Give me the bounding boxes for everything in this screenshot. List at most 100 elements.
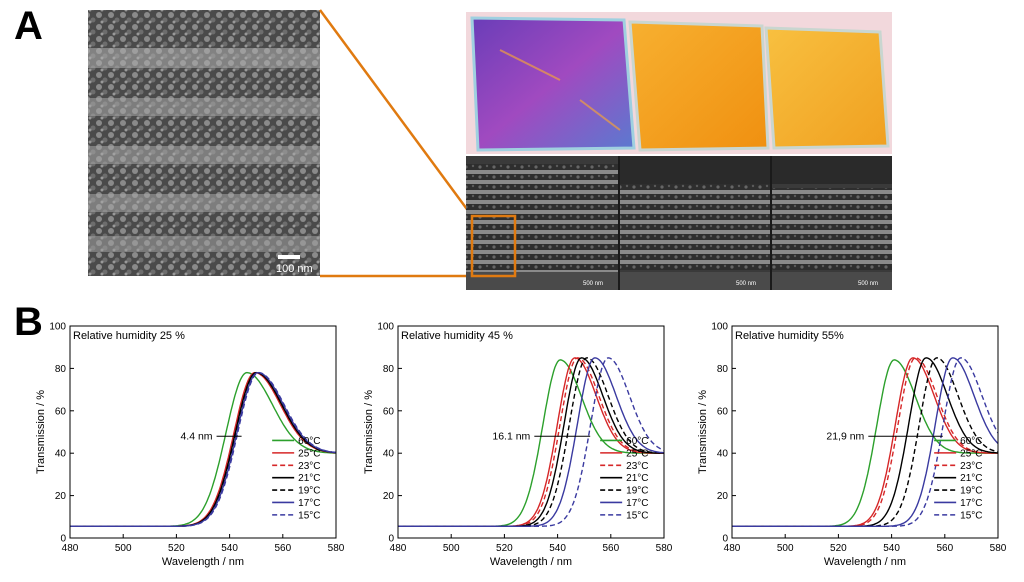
y-tick-label: 80 xyxy=(383,364,395,375)
y-axis-label: Transmission / % xyxy=(697,390,709,474)
sem-scale-label-2: 500 nm xyxy=(736,281,756,287)
film-sample-1 xyxy=(470,16,636,152)
shift-annotation: 16.1 nm xyxy=(492,431,530,443)
series-line-15c xyxy=(732,357,998,527)
series-line-23c xyxy=(732,357,998,527)
x-tick-label: 500 xyxy=(115,543,132,554)
x-axis-label: Wavelength / nm xyxy=(490,556,572,568)
legend-label: 19°C xyxy=(626,486,648,497)
legend-label: 21°C xyxy=(626,473,648,484)
legend-label: 15°C xyxy=(960,510,982,521)
y-tick-label: 20 xyxy=(55,491,67,502)
y-axis-label: Transmission / % xyxy=(35,390,47,474)
legend-label: 23°C xyxy=(626,461,648,472)
series-line-25c xyxy=(732,357,998,527)
series-line-25c xyxy=(70,371,336,527)
chart-rh25: 480 500 520 540 560 580 0 20 40 60 80 100 Wavelength… xyxy=(35,322,345,569)
series-line-17c xyxy=(732,357,998,527)
y-tick-label: 40 xyxy=(717,449,729,460)
sem-scale-bar xyxy=(278,255,300,259)
x-tick-label: 480 xyxy=(390,543,407,554)
x-tick-label: 500 xyxy=(443,543,460,554)
chart-rh55: 480 500 520 540 560 580 0 20 40 60 80 100 Wavelength… xyxy=(697,322,1007,569)
series-line-19c xyxy=(732,357,998,527)
x-tick-label: 580 xyxy=(990,543,1007,554)
y-tick-label: 40 xyxy=(55,449,67,460)
legend-label: 25°C xyxy=(960,448,982,459)
x-tick-label: 540 xyxy=(221,543,238,554)
y-axis-label: Transmission / % xyxy=(363,390,375,474)
legend-label: 19°C xyxy=(960,486,982,497)
sem-zoom-image: 100 nm xyxy=(88,10,320,276)
films-photo xyxy=(466,12,892,154)
x-tick-label: 520 xyxy=(168,543,185,554)
y-tick-label: 60 xyxy=(55,406,67,417)
x-tick-label: 480 xyxy=(62,543,79,554)
x-tick-label: 480 xyxy=(724,543,741,554)
y-tick-label: 60 xyxy=(717,406,729,417)
legend-label: 23°C xyxy=(298,461,320,472)
x-tick-label: 540 xyxy=(549,543,566,554)
y-tick-label: 20 xyxy=(717,491,729,502)
y-tick-label: 0 xyxy=(60,534,66,545)
sem-scale-label-1: 500 nm xyxy=(583,281,603,287)
y-tick-label: 80 xyxy=(55,364,67,375)
y-tick-label: 80 xyxy=(717,364,729,375)
series-line-19c xyxy=(70,371,336,527)
y-tick-label: 60 xyxy=(383,406,395,417)
panel-a-letter: A xyxy=(14,4,43,48)
series-line-23c xyxy=(70,371,336,527)
shift-annotation: 21,9 nm xyxy=(826,431,864,443)
chart-title: Relative humidity 55% xyxy=(735,330,844,342)
plot-frame xyxy=(397,325,665,539)
y-tick-label: 20 xyxy=(383,491,395,502)
legend-label: 15°C xyxy=(298,510,320,521)
x-tick-label: 520 xyxy=(496,543,513,554)
panel-b-letter: B xyxy=(14,300,43,344)
legend-label: 23°C xyxy=(960,461,982,472)
sem-zoom-scale-label: 100 nm xyxy=(276,263,313,275)
film-sample-2 xyxy=(628,20,770,152)
legend-label: 60°C xyxy=(298,436,320,447)
y-tick-label: 40 xyxy=(383,449,395,460)
y-tick-label: 100 xyxy=(377,322,394,333)
legend-label: 21°C xyxy=(960,473,982,484)
legend-label: 60°C xyxy=(626,436,648,447)
series-line-60c xyxy=(70,371,336,527)
x-tick-label: 560 xyxy=(936,543,953,554)
y-tick-label: 100 xyxy=(49,322,66,333)
x-tick-label: 560 xyxy=(602,543,619,554)
series-line-17c xyxy=(70,372,336,527)
series-group xyxy=(732,357,998,527)
y-tick-label: 100 xyxy=(711,322,728,333)
legend-label: 15°C xyxy=(626,510,648,521)
panel-a-figure: 100 nm 500 nm 500 nm 500 nm xyxy=(88,9,892,290)
plot-frame xyxy=(69,325,337,539)
series-line-15c xyxy=(398,357,664,527)
x-axis-label: Wavelength / nm xyxy=(162,556,244,568)
x-axis-label: Wavelength / nm xyxy=(824,556,906,568)
x-tick-label: 580 xyxy=(328,543,345,554)
zoom-region-box xyxy=(470,214,517,278)
y-tick-label: 0 xyxy=(388,534,394,545)
chart-rh45: 480 500 520 540 560 580 0 20 40 60 80 100 Wavelength… xyxy=(363,322,673,569)
x-tick-label: 540 xyxy=(883,543,900,554)
legend-label: 17°C xyxy=(626,498,648,509)
sem-cross-section: 500 nm 500 nm 500 nm xyxy=(466,156,892,290)
series-line-21c xyxy=(732,357,998,527)
film-sample-3 xyxy=(764,26,890,150)
y-tick-label: 0 xyxy=(722,534,728,545)
series-group xyxy=(398,357,664,527)
legend-label: 17°C xyxy=(960,498,982,509)
series-line-60c xyxy=(398,359,664,527)
chart-title: Relative humidity 25 % xyxy=(73,330,185,342)
chart-title: Relative humidity 45 % xyxy=(401,330,513,342)
legend-label: 25°C xyxy=(298,448,320,459)
series-group xyxy=(70,371,336,527)
sem-scale-label-3: 500 nm xyxy=(858,281,878,287)
legend-label: 17°C xyxy=(298,498,320,509)
callout-line-top xyxy=(318,9,474,217)
series-line-21c xyxy=(70,371,336,527)
x-tick-label: 500 xyxy=(777,543,794,554)
series-line-15c xyxy=(70,371,336,527)
